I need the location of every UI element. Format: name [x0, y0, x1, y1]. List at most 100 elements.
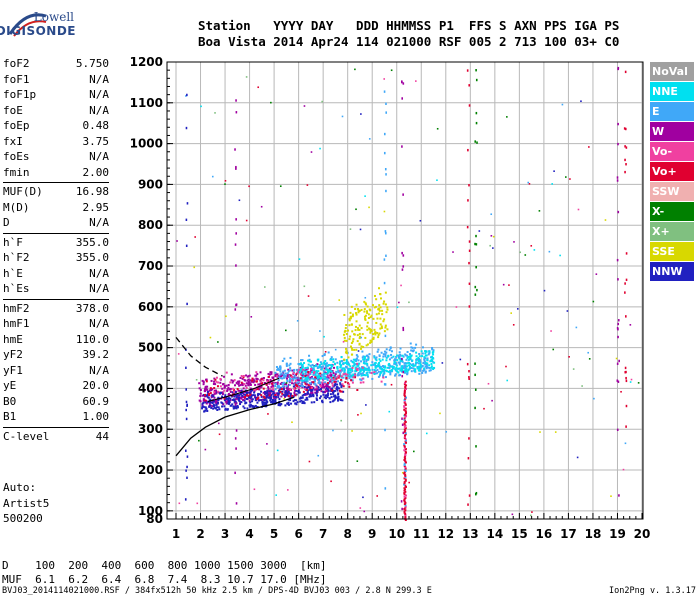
echo-point: [319, 381, 322, 384]
noise-point: [519, 251, 522, 254]
echo-point: [338, 362, 341, 365]
echo-point: [227, 392, 230, 395]
echo-point: [329, 370, 332, 373]
echo-point: [367, 366, 370, 369]
echo-point: [237, 394, 240, 397]
echo-point: [240, 374, 243, 377]
echo-point: [377, 336, 380, 339]
echo-point: [373, 356, 376, 359]
band-point: [403, 503, 406, 506]
echo-point: [277, 368, 280, 371]
column-noise-point: [468, 261, 470, 265]
echo-point: [230, 373, 233, 376]
echo-point: [352, 338, 355, 341]
logo-digisonde: DIGISONDE: [0, 24, 76, 38]
column-noise-point: [234, 403, 237, 406]
echo-point: [267, 396, 270, 399]
echo-point: [315, 386, 318, 389]
band-point: [403, 406, 406, 409]
echo-point: [390, 353, 393, 356]
noise-point: [553, 170, 555, 172]
param-row: h`E N/A: [3, 266, 109, 282]
echo-point: [362, 381, 365, 384]
echo-point: [364, 374, 367, 377]
echo-point: [237, 389, 240, 392]
echo-point: [320, 368, 323, 371]
band-point: [403, 482, 406, 485]
echo-point: [212, 407, 215, 410]
echo-point: [298, 397, 301, 400]
band-point: [404, 466, 407, 469]
echo-point: [329, 387, 332, 390]
echo-point: [428, 366, 431, 369]
param-row: B1 1.00: [3, 409, 109, 425]
column-noise-point: [186, 465, 188, 469]
echo-point: [405, 370, 408, 373]
echo-point: [334, 358, 337, 361]
param-value: 110.0: [75, 332, 109, 346]
noise-point: [552, 348, 555, 351]
noise-point: [489, 244, 491, 247]
echo-point: [379, 306, 382, 309]
echo-point: [358, 332, 361, 335]
echo-point: [350, 379, 353, 382]
echo-point: [293, 383, 296, 386]
echo-point: [274, 400, 277, 403]
echo-point: [357, 311, 360, 314]
band-point: [404, 416, 407, 419]
column-noise-point: [185, 388, 188, 391]
echo-point: [357, 359, 360, 362]
echo-point: [411, 359, 414, 362]
echo-point: [385, 351, 388, 354]
echo-point: [293, 368, 296, 371]
echo-point: [424, 363, 427, 366]
echo-point: [293, 389, 296, 392]
noise-point: [593, 397, 595, 400]
param-name: M(D): [3, 200, 30, 214]
echo-point: [277, 396, 280, 399]
echo-point: [250, 395, 253, 398]
echo-point: [228, 394, 231, 397]
band-point: [403, 435, 406, 438]
echo-point: [246, 397, 249, 400]
echo-point: [297, 362, 300, 365]
band-point: [404, 505, 407, 508]
column-noise-point: [617, 328, 619, 331]
noise-point: [362, 496, 364, 499]
echo-point: [319, 375, 322, 378]
echo-point: [313, 370, 316, 373]
band-point: [403, 394, 406, 397]
column-noise-point: [624, 70, 627, 74]
echo-point: [241, 394, 244, 397]
noise-point: [630, 378, 633, 381]
echo-point: [308, 378, 311, 381]
legend-item-x: X+: [650, 222, 694, 241]
echo-point: [291, 382, 294, 385]
echo-point: [368, 369, 371, 372]
echo-point: [302, 400, 305, 403]
echo-point: [285, 377, 288, 380]
param-name: yF1: [3, 363, 23, 377]
echo-point: [373, 363, 376, 366]
echo-point: [321, 399, 324, 402]
echo-point: [315, 370, 318, 373]
echo-point: [355, 370, 358, 373]
echo-point: [389, 371, 392, 374]
echo-point: [315, 364, 318, 367]
echo-point: [226, 389, 229, 392]
echo-point: [387, 370, 390, 373]
echo-point: [229, 387, 232, 390]
echo-point: [364, 336, 367, 339]
noise-point: [359, 507, 362, 509]
echo-point: [221, 383, 224, 386]
echo-point: [268, 394, 271, 397]
echo-point: [350, 323, 353, 326]
echo-point: [426, 362, 429, 365]
echo-point: [254, 396, 257, 399]
echo-point: [387, 354, 390, 357]
echo-point: [301, 385, 304, 388]
band-point: [404, 434, 407, 437]
echo-point: [297, 390, 300, 393]
echo-point: [281, 374, 284, 377]
column-noise-point: [475, 69, 477, 72]
